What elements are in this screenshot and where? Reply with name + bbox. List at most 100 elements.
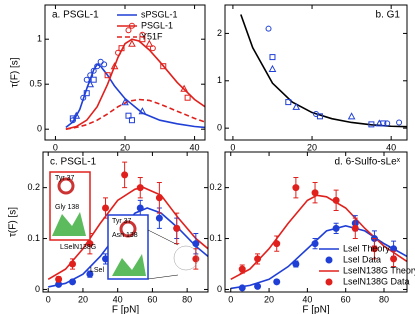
marker (87, 72, 94, 79)
marker (192, 255, 200, 263)
x-tick-label: 40 (190, 142, 200, 152)
marker (155, 194, 163, 202)
inset-label: Tyr 37 (55, 175, 75, 182)
marker (332, 224, 340, 232)
y-tick-label: 1 (217, 75, 222, 85)
marker (69, 260, 77, 268)
legend-label: LselN138G Theory (343, 265, 415, 275)
x-tick-label: 60 (147, 294, 157, 304)
marker (115, 49, 122, 56)
marker (90, 76, 97, 83)
y-tick-label: 0 (37, 124, 42, 134)
plot-area (240, 14, 407, 128)
legend-label: sPSGL-1 (141, 9, 178, 19)
marker (396, 119, 403, 126)
marker (254, 255, 262, 263)
legend-label: PSGL-1 (141, 20, 173, 30)
x-tick-label: 0 (228, 294, 233, 304)
x-tick-label: 40 (302, 294, 312, 304)
inset-art (119, 220, 137, 238)
marker (104, 72, 111, 79)
marker (125, 112, 132, 119)
marker (83, 90, 90, 97)
legend-label: LselN138G Data (343, 276, 410, 286)
marker (101, 61, 108, 68)
marker (311, 189, 319, 197)
legend-label: Lsel Theory (343, 243, 390, 253)
insets: Tyr 37 Gly 138 LSelN138G Tyr 37 Asn 138 LSel (49, 171, 199, 280)
marker (128, 39, 136, 47)
marker (269, 54, 276, 61)
marker (273, 240, 281, 248)
marker (173, 224, 181, 232)
x-axis-label: F [pN] (112, 305, 139, 314)
marker (136, 184, 144, 192)
y-axis-label: τ(F) [s] (8, 207, 19, 237)
inset-label: LSel (90, 267, 104, 274)
legend-label: Y51F (141, 31, 163, 41)
marker (316, 113, 323, 120)
inset-label: Gly 138 (55, 204, 79, 211)
plot-area (47, 186, 208, 288)
axes-frame (42, 151, 209, 293)
x-tick-label: 0 (230, 142, 235, 152)
panel-title: b. G1 (376, 10, 401, 21)
marker (238, 284, 246, 292)
x-tick-label: 40 (113, 294, 123, 304)
marker (86, 270, 94, 278)
marker (384, 120, 391, 127)
y-tick-label: 0.2 (27, 182, 40, 192)
marker (265, 25, 272, 32)
marker (145, 39, 154, 47)
marker (375, 119, 384, 127)
curve (65, 98, 205, 130)
curve (240, 14, 407, 128)
marker (102, 204, 110, 212)
marker (351, 224, 359, 232)
marker (285, 99, 292, 106)
x-tick-label: 0 (46, 294, 51, 304)
inset-art (173, 245, 199, 271)
inset-label: Asn 138 (112, 232, 138, 239)
marker (121, 98, 129, 106)
marker (370, 245, 378, 253)
inset-art (57, 177, 75, 195)
x-tick-label: 20 (120, 142, 130, 152)
marker (69, 278, 77, 286)
marker (292, 260, 300, 268)
marker (121, 171, 129, 179)
inset-art (147, 229, 179, 280)
marker (192, 240, 200, 248)
marker (97, 58, 104, 65)
x-tick-label: 20 (264, 294, 274, 304)
axes-frame (224, 4, 408, 141)
marker (72, 111, 81, 119)
x-tick-label: 80 (182, 294, 192, 304)
marker (110, 62, 119, 70)
marker (254, 282, 262, 290)
marker (118, 45, 125, 52)
marker (160, 63, 167, 70)
marker (180, 84, 188, 92)
marker (368, 121, 375, 128)
marker (94, 63, 101, 70)
panel-title: a. PSGL-1 (52, 10, 99, 21)
marker (268, 64, 277, 72)
marker (325, 256, 333, 264)
x-tick-label: 60 (341, 294, 351, 304)
marker (292, 102, 301, 110)
marker (139, 36, 146, 43)
marker (273, 278, 281, 286)
panel-title: d. 6-Sulfo-sLeˣ (334, 157, 400, 168)
marker (332, 196, 340, 204)
y-tick-label: 2 (217, 28, 222, 38)
curve (47, 186, 208, 280)
marker (155, 214, 163, 222)
marker (125, 27, 132, 34)
legend-label: Lsel Data (343, 254, 381, 264)
marker (136, 204, 144, 212)
marker (55, 275, 63, 283)
marker (138, 107, 147, 115)
curve (65, 63, 205, 129)
